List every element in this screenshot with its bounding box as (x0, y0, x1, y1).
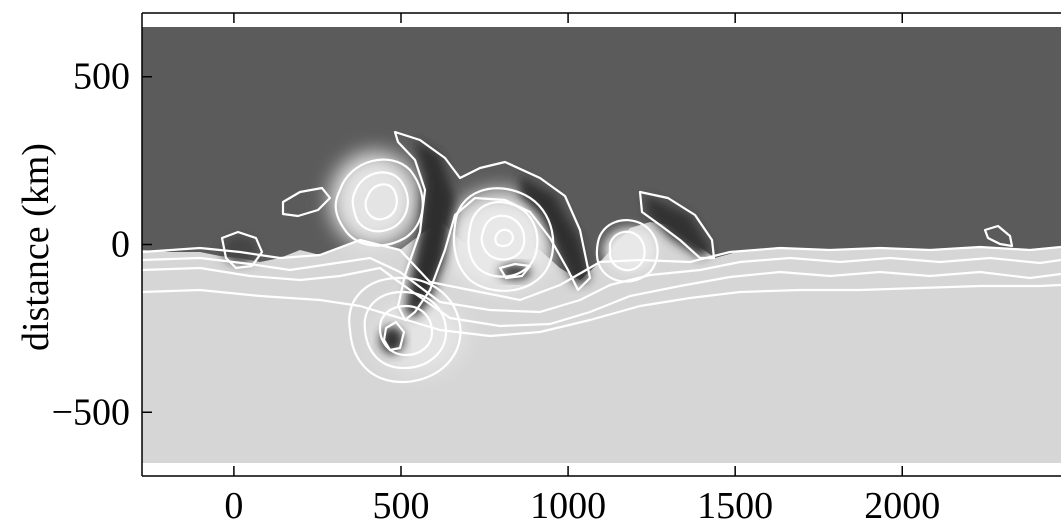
dark-filament-main (405, 140, 455, 318)
contour-vortex-lower-inner (378, 304, 434, 357)
contour-vortex-right-inner (608, 230, 646, 272)
contour-vortex-lower-outer (348, 276, 462, 384)
contour-vortex-right-outer (595, 219, 659, 283)
x-tick-label: 0 (224, 485, 243, 523)
contour-patch-upper-left (281, 186, 332, 218)
y-tick-label: −500 (52, 391, 130, 433)
contour-band-4 (142, 283, 1061, 338)
upper-field (142, 27, 1061, 280)
contour-vortex-center-outer (452, 187, 555, 292)
contour-vortex-center-core (494, 228, 514, 248)
contour-band-1 (142, 238, 1061, 302)
x-tick-label: 2000 (864, 485, 940, 523)
dark-blob-left (222, 236, 258, 264)
contour-band-3 (142, 266, 1061, 328)
contour-vortex-left-inner (364, 183, 398, 221)
contour-patch-left (220, 230, 264, 270)
x-ticks: 0 500 1000 1500 2000 (224, 13, 940, 523)
contour-vortex-lower-mid (363, 290, 448, 370)
y-tick-label: 500 (73, 56, 130, 98)
contour-vortex-left-mid (351, 171, 409, 233)
contour-far-right-filament (638, 190, 716, 260)
heatmap-field (142, 27, 1061, 463)
x-tick-label: 1000 (530, 485, 606, 523)
contour-vortex-center-inner (480, 214, 526, 261)
y-ticks: 500 0 −500 (52, 56, 152, 433)
y-axis-title: distance (km) (15, 143, 57, 351)
light-vortex-right (604, 228, 656, 272)
contour-vortex-lower-core (382, 320, 406, 352)
contour-lines (142, 130, 1061, 384)
x-tick-label: 500 (372, 485, 429, 523)
contour-vortex-left-outer (334, 158, 424, 247)
dark-filament-far-right (645, 195, 712, 258)
contour-patch-far-right (983, 224, 1014, 248)
contour-dark-core (498, 262, 532, 280)
x-tick-label: 1500 (697, 485, 773, 523)
contour-band-2 (142, 256, 1061, 314)
y-tick-label: 0 (111, 224, 130, 266)
